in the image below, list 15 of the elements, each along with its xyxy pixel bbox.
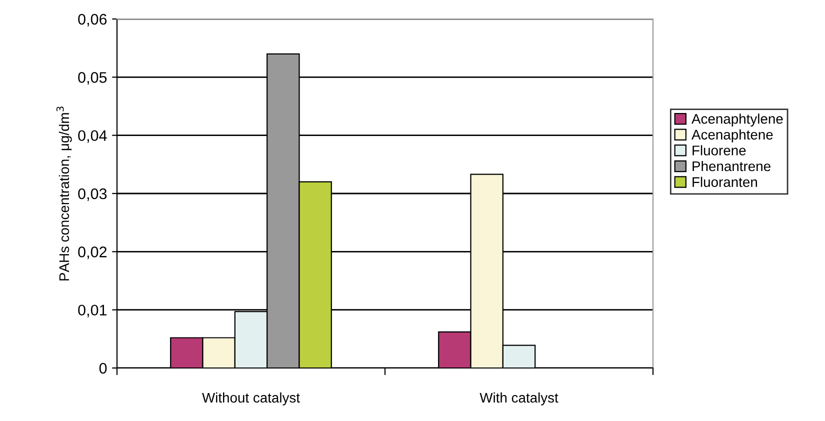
legend-label: Phenantrene xyxy=(692,160,770,172)
y-tick-label: 0,04 xyxy=(78,130,107,143)
x-tick-label: Without catalyst xyxy=(202,392,300,406)
y-tick-label: 0,06 xyxy=(78,14,107,26)
legend-label: Fluorene xyxy=(692,145,746,156)
legend-label: Acenaphtene xyxy=(692,129,773,142)
y-tick-label: 0,02 xyxy=(78,246,107,260)
y-tick-label: 0 xyxy=(99,362,107,374)
x-tick-label: With catalyst xyxy=(480,392,558,406)
y-tick-label: 0,05 xyxy=(78,72,107,85)
y-tick-label: 0,01 xyxy=(78,304,107,318)
legend-label: Acenaphtylene xyxy=(692,114,783,127)
legend-label: Fluoranten xyxy=(692,176,757,187)
y-axis-title: PAHs concentration, μg/dm$^{3}$ xyxy=(56,106,72,280)
y-tick-label: 0,03 xyxy=(78,188,107,201)
